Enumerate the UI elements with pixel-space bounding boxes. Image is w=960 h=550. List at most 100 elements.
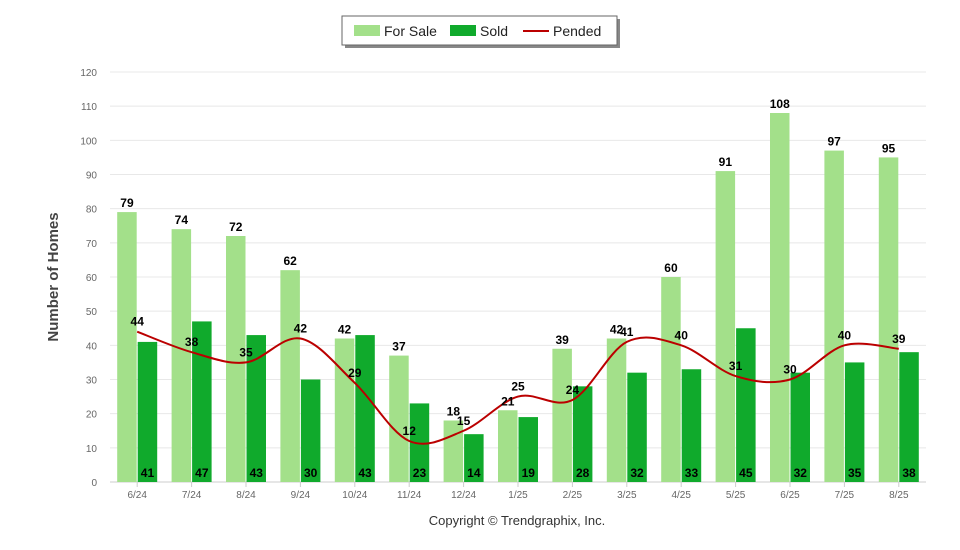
legend-box	[341, 15, 618, 46]
x-tick-label: 7/25	[835, 490, 855, 501]
y-tick-label: 50	[86, 307, 98, 318]
bar-for-sale	[606, 338, 627, 482]
y-tick-label: 10	[86, 444, 98, 455]
bar-sold	[736, 328, 756, 482]
y-tick-label: 80	[86, 205, 98, 216]
y-tick-label: 110	[81, 102, 97, 113]
bar-for-sale	[280, 270, 300, 482]
for-sale-value-label: 37	[392, 340, 406, 354]
pended-value-label: 44	[131, 315, 145, 329]
for-sale-value-label: 39	[555, 333, 569, 347]
bar-for-sale	[824, 150, 844, 483]
bar-sold	[681, 369, 702, 482]
x-tick-label: 2/25	[563, 490, 583, 501]
x-tick-label: 4/25	[671, 490, 691, 501]
bar-sold	[464, 434, 484, 482]
sold-value-label: 32	[794, 466, 808, 480]
x-tick-label: 12/24	[451, 490, 476, 501]
bar-sold	[790, 372, 810, 482]
pended-line-layer	[136, 330, 899, 445]
bar-sold	[192, 321, 212, 482]
sold-value-label: 45	[739, 466, 753, 480]
bar-for-sale	[171, 229, 192, 482]
y-tick-label: 120	[80, 68, 97, 79]
pended-value-label: 31	[729, 359, 743, 373]
pended-value-label: 38	[185, 335, 199, 349]
for-sale-value-label: 42	[338, 323, 352, 337]
for-sale-value-label: 62	[283, 254, 297, 268]
pended-value-label: 40	[675, 328, 689, 342]
x-tick-label: 5/25	[726, 490, 746, 501]
y-tick-label: 100	[80, 136, 97, 147]
legend-label-pended: Pended	[553, 23, 601, 39]
bar-sold	[627, 372, 647, 482]
legend-swatch-sold	[450, 25, 476, 36]
y-tick-label: 60	[86, 273, 98, 284]
sold-value-label: 23	[413, 466, 427, 480]
legend-label-sold: Sold	[480, 23, 508, 39]
pended-value-label: 30	[783, 363, 797, 377]
for-sale-value-label: 21	[501, 394, 515, 408]
sold-value-label: 35	[848, 466, 862, 480]
y-tick-label: 0	[91, 478, 97, 489]
legend-label-for-sale: For Sale	[384, 23, 437, 39]
bar-sold	[899, 352, 919, 482]
sold-value-label: 47	[195, 466, 209, 480]
pended-value-label: 42	[294, 322, 308, 336]
sold-value-label: 32	[630, 466, 644, 480]
legend-swatch-for-sale	[354, 25, 380, 36]
bar-for-sale	[226, 236, 246, 482]
pended-value-label: 25	[511, 380, 525, 394]
x-tick-label: 6/25	[780, 490, 800, 501]
bar-sold	[572, 386, 593, 482]
bar-for-sale	[389, 355, 409, 482]
bar-sold	[355, 335, 375, 482]
x-tick-label: 6/24	[127, 490, 147, 501]
bar-for-sale	[770, 113, 790, 482]
y-axis-label: Number of Homes	[45, 212, 62, 341]
pended-value-label: 24	[566, 383, 580, 397]
for-sale-value-label: 95	[882, 141, 896, 155]
bar-sold	[518, 417, 538, 482]
bar-for-sale	[443, 420, 464, 482]
bar-sold	[246, 335, 266, 482]
bar-for-sale	[715, 171, 736, 483]
x-tick-label: 10/24	[342, 490, 367, 501]
x-axis-ticks: 6/24 7/24 8/24 9/24 10/24 11/24 12/24 1/25 2/25 3…	[127, 482, 909, 501]
bar-sold	[300, 379, 321, 482]
pended-value-label: 39	[892, 332, 906, 346]
for-sale-value-label: 42	[610, 323, 624, 337]
bars	[117, 113, 919, 483]
x-tick-label: 7/24	[182, 490, 202, 501]
y-tick-label: 30	[86, 376, 98, 387]
pended-value-label: 12	[403, 424, 417, 438]
x-tick-label: 9/24	[291, 490, 311, 501]
sold-value-label: 19	[522, 466, 536, 480]
bar-for-sale	[117, 212, 137, 483]
for-sale-value-label: 72	[229, 220, 243, 234]
bar-for-sale	[334, 338, 355, 482]
x-tick-label: 3/25	[617, 490, 637, 501]
y-tick-label: 70	[86, 239, 98, 250]
x-tick-label: 1/25	[508, 490, 528, 501]
y-tick-label: 40	[86, 341, 98, 352]
for-sale-value-label: 97	[827, 135, 841, 149]
for-sale-value-label: 79	[120, 196, 134, 210]
for-sale-value-label: 60	[664, 261, 678, 275]
pended-value-label: 41	[620, 325, 634, 339]
bar-for-sale	[661, 277, 681, 482]
pended-value-label: 15	[457, 414, 471, 428]
bar-sold	[844, 362, 865, 482]
bar-for-sale	[878, 157, 899, 482]
bar-for-sale	[498, 410, 518, 482]
sold-value-label: 33	[685, 466, 699, 480]
sold-value-label: 43	[358, 466, 372, 480]
y-axis-ticks: 0 10 20 30 40 50 60 70 80 90 100 110 120	[80, 68, 97, 489]
bar-for-sale	[552, 348, 572, 482]
x-tick-label: 8/25	[889, 490, 909, 501]
x-tick-label: 11/24	[397, 490, 422, 501]
gridlines	[110, 71, 926, 449]
pended-value-label: 29	[348, 366, 362, 380]
sold-value-label: 43	[250, 466, 264, 480]
y-tick-label: 20	[86, 410, 98, 421]
